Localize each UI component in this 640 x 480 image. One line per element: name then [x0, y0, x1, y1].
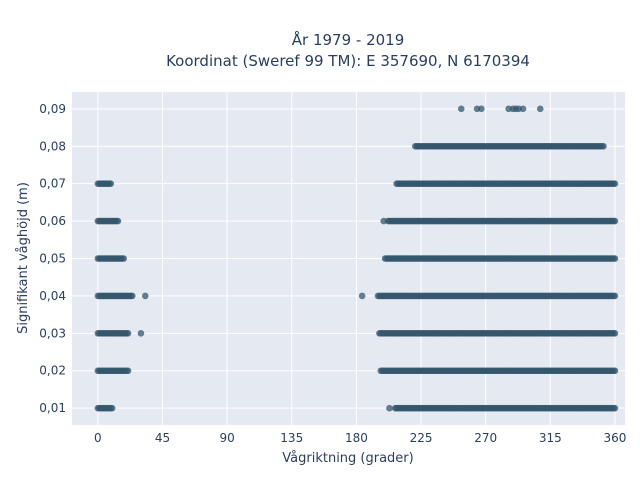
data-point: [107, 180, 115, 187]
y-tick-label: 0,06: [39, 214, 66, 228]
data-point: [358, 292, 366, 300]
y-tick-label: 0,07: [39, 177, 66, 191]
x-axis-title: Vågriktning (grader): [282, 451, 413, 466]
data-points: [94, 105, 619, 412]
data-point: [137, 330, 145, 337]
data-point: [108, 404, 116, 412]
x-tick-label: 0: [94, 431, 102, 445]
x-tick-label: 270: [474, 431, 497, 445]
y-tick-label: 0,04: [39, 289, 66, 303]
y-tick-label: 0,05: [39, 252, 66, 266]
data-point: [380, 217, 387, 225]
y-tick-labels: 0,01 0,02 0,03 0,04 0,05 0,06 0,07 0,08 0,09: [39, 102, 66, 415]
data-point: [611, 255, 619, 262]
data-point: [124, 367, 132, 375]
chart-title: År 1979 - 2019: [292, 30, 405, 49]
data-point: [141, 292, 149, 300]
y-tick-label: 0,02: [39, 364, 66, 378]
x-tick-label: 90: [219, 431, 234, 445]
data-point: [478, 105, 485, 113]
data-point: [124, 330, 132, 337]
data-point: [129, 292, 136, 300]
x-tick-label: 360: [603, 431, 626, 445]
chart-subtitle: Koordinat (Sweref 99 TM): E 357690, N 61…: [166, 52, 530, 70]
y-tick-label: 0,09: [39, 102, 66, 116]
x-tick-labels: 0 45 90 135 180 225 270 315 360: [94, 431, 626, 445]
data-point: [611, 292, 619, 300]
data-point: [600, 142, 607, 150]
data-point: [120, 255, 128, 262]
y-axis-title: Signifikant våghöjd (m): [16, 182, 31, 334]
data-point: [611, 367, 619, 375]
data-point: [611, 330, 619, 337]
data-point: [611, 180, 619, 187]
data-point: [457, 105, 465, 113]
x-tick-label: 180: [345, 431, 368, 445]
data-point: [611, 404, 619, 412]
data-point: [536, 105, 544, 113]
data-point: [114, 217, 122, 225]
data-point: [386, 404, 393, 412]
x-tick-label: 225: [410, 431, 433, 445]
x-tick-label: 135: [280, 431, 303, 445]
data-point: [611, 217, 619, 225]
y-tick-label: 0,01: [39, 401, 66, 415]
y-tick-label: 0,08: [39, 139, 66, 153]
x-tick-label: 315: [539, 431, 562, 445]
y-tick-label: 0,03: [39, 326, 66, 340]
data-point: [519, 105, 527, 113]
x-tick-label: 45: [155, 431, 170, 445]
